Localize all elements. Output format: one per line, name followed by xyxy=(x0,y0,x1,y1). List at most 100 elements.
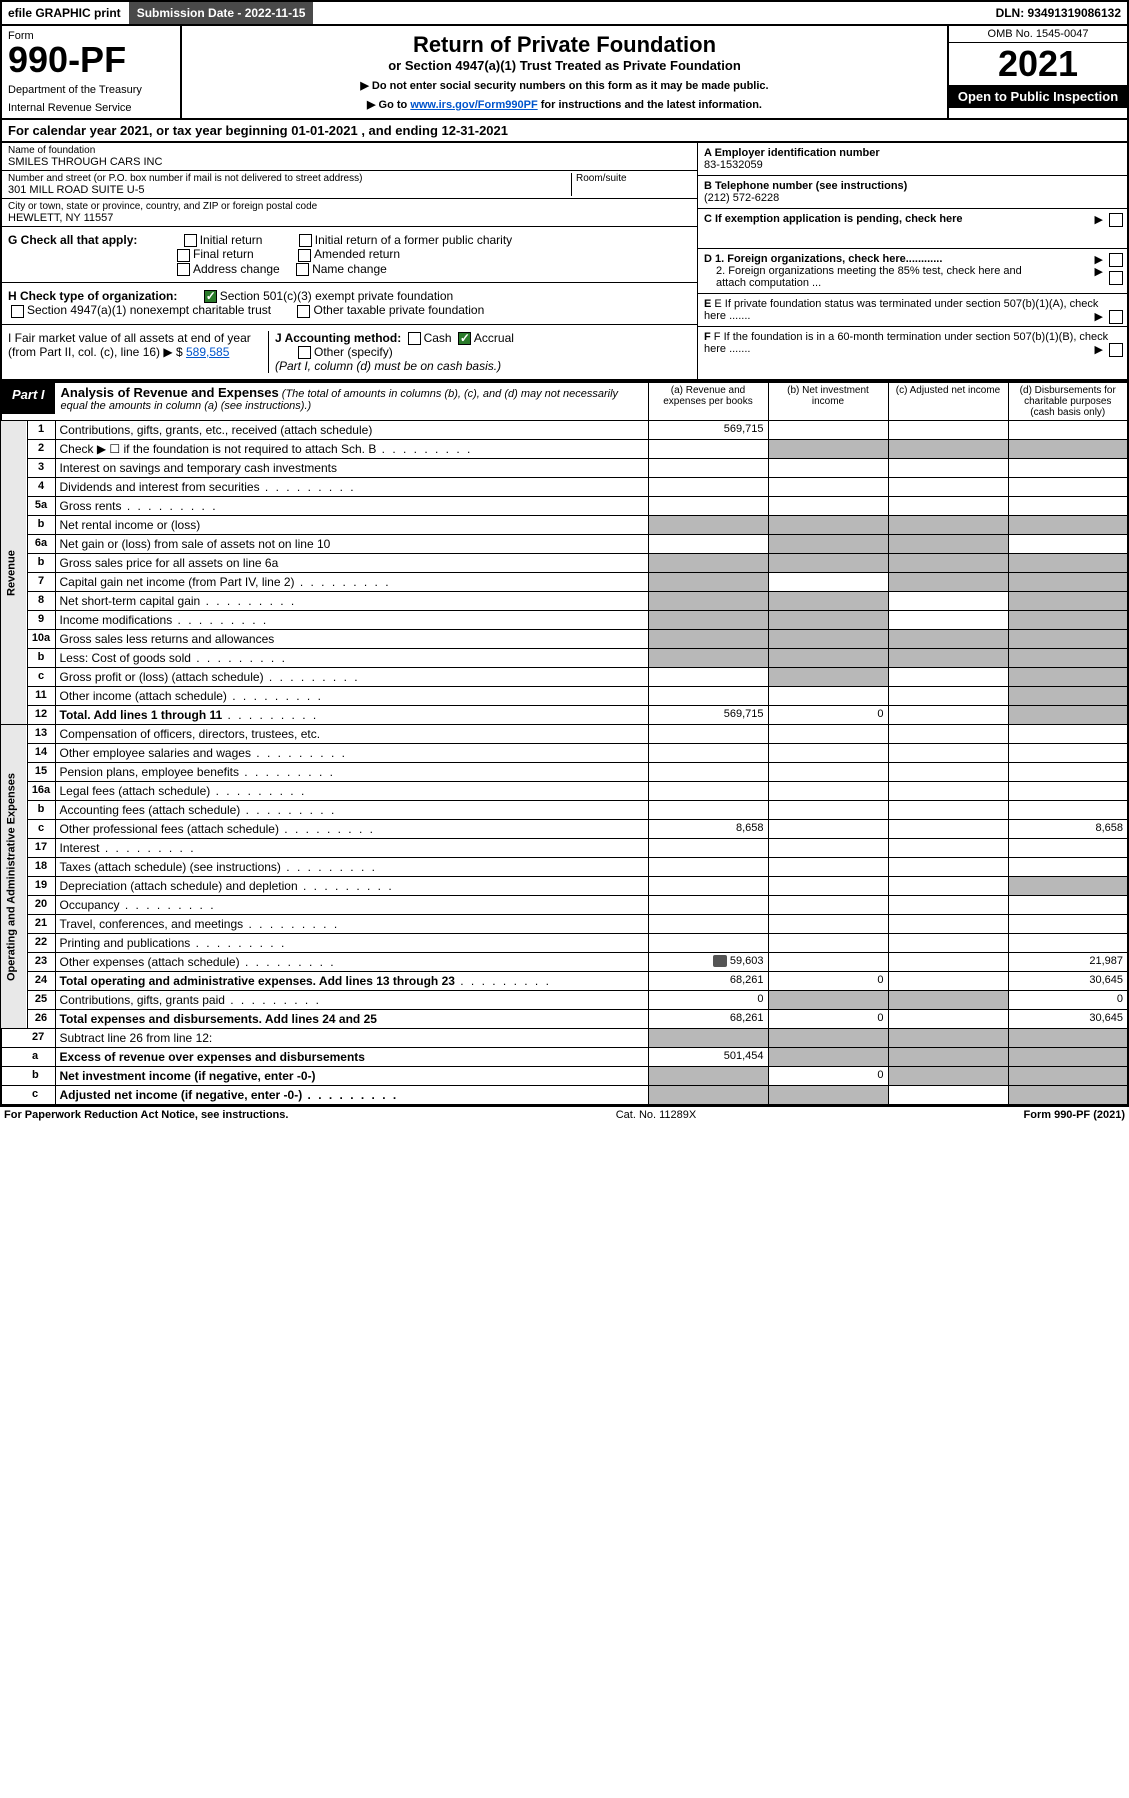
cell xyxy=(1008,877,1128,896)
cell xyxy=(888,839,1008,858)
accrual-cb[interactable] xyxy=(458,332,471,345)
submission-date: Submission Date - 2022-11-15 xyxy=(129,2,314,24)
line-desc: Pension plans, employee benefits xyxy=(55,763,648,782)
cell xyxy=(768,782,888,801)
f-cb[interactable] xyxy=(1109,343,1123,357)
cell xyxy=(768,535,888,554)
cell xyxy=(888,573,1008,592)
cell xyxy=(768,554,888,573)
cell xyxy=(648,858,768,877)
line-num: 13 xyxy=(27,725,55,744)
arrow-icon: ▶ xyxy=(1095,265,1103,278)
cell xyxy=(648,763,768,782)
line-num: 19 xyxy=(27,877,55,896)
cell xyxy=(888,991,1008,1010)
other-method-cb[interactable] xyxy=(298,346,311,359)
cell xyxy=(648,668,768,687)
address-change-cb[interactable] xyxy=(177,263,190,276)
d1-cb[interactable] xyxy=(1109,253,1123,267)
cell xyxy=(888,478,1008,497)
initial-former-cb[interactable] xyxy=(299,234,312,247)
cell xyxy=(888,535,1008,554)
table-row: bGross sales price for all assets on lin… xyxy=(1,554,1128,573)
cell xyxy=(888,1029,1008,1048)
cell xyxy=(648,877,768,896)
cell xyxy=(888,801,1008,820)
4947a1-cb[interactable] xyxy=(11,305,24,318)
cell xyxy=(1008,1029,1128,1048)
fmv-value[interactable]: 589,585 xyxy=(186,345,229,359)
cell: 0 xyxy=(768,1067,888,1086)
cell xyxy=(1008,592,1128,611)
line-desc: Gross sales price for all assets on line… xyxy=(55,554,648,573)
d2-cb[interactable] xyxy=(1109,271,1123,285)
cell xyxy=(768,725,888,744)
table-row: 4Dividends and interest from securities xyxy=(1,478,1128,497)
cash-cb[interactable] xyxy=(408,332,421,345)
cell xyxy=(768,801,888,820)
cell: 501,454 xyxy=(648,1048,768,1067)
cell xyxy=(768,668,888,687)
line-desc: Other employee salaries and wages xyxy=(55,744,648,763)
header-left: Form 990-PF Department of the Treasury I… xyxy=(2,26,182,118)
cell xyxy=(648,896,768,915)
line-num: 10a xyxy=(27,630,55,649)
table-row: Operating and Administrative Expenses13C… xyxy=(1,725,1128,744)
cell xyxy=(888,725,1008,744)
cell xyxy=(1008,516,1128,535)
line-num: b xyxy=(27,649,55,668)
cell xyxy=(1008,611,1128,630)
footer-catno: Cat. No. 11289X xyxy=(616,1109,697,1121)
line-num: 20 xyxy=(27,896,55,915)
cell xyxy=(648,725,768,744)
attachment-icon[interactable] xyxy=(713,955,727,967)
table-row: 2Check ▶ ☐ if the foundation is not requ… xyxy=(1,440,1128,459)
cell xyxy=(888,592,1008,611)
line-num: 12 xyxy=(27,706,55,725)
note-ssn: ▶ Do not enter social security numbers o… xyxy=(188,79,941,92)
line-desc: Occupancy xyxy=(55,896,648,915)
line-desc: Total operating and administrative expen… xyxy=(55,972,648,991)
cell xyxy=(1008,573,1128,592)
initial-return-cb[interactable] xyxy=(184,234,197,247)
cell xyxy=(648,440,768,459)
table-row: 5aGross rents xyxy=(1,497,1128,516)
dln: DLN: 93491319086132 xyxy=(990,4,1127,22)
line-desc: Total. Add lines 1 through 11 xyxy=(55,706,648,725)
tax-year: 2021 xyxy=(949,43,1127,85)
cell xyxy=(888,972,1008,991)
cell xyxy=(888,516,1008,535)
footer-left: For Paperwork Reduction Act Notice, see … xyxy=(4,1109,288,1121)
col-d: (d) Disbursements for charitable purpose… xyxy=(1008,382,1128,421)
col-a: (a) Revenue and expenses per books xyxy=(648,382,768,421)
cell xyxy=(888,820,1008,839)
cell xyxy=(1008,630,1128,649)
cell xyxy=(888,706,1008,725)
final-return-cb[interactable] xyxy=(177,249,190,262)
e-cb[interactable] xyxy=(1109,310,1123,324)
501c3-cb[interactable] xyxy=(204,290,217,303)
c-cb[interactable] xyxy=(1109,213,1123,227)
line-num: 23 xyxy=(27,953,55,972)
table-row: 18Taxes (attach schedule) (see instructi… xyxy=(1,858,1128,877)
line-num: 24 xyxy=(27,972,55,991)
cell xyxy=(648,1086,768,1106)
cell xyxy=(768,1029,888,1048)
g-check-row: G Check all that apply: Initial return I… xyxy=(2,227,697,283)
efile-label[interactable]: efile GRAPHIC print xyxy=(2,4,127,22)
name-change-cb[interactable] xyxy=(296,263,309,276)
form990pf-link[interactable]: www.irs.gov/Form990PF xyxy=(410,99,537,111)
part1-desc: Analysis of Revenue and Expenses (The to… xyxy=(55,383,648,414)
other-taxable-cb[interactable] xyxy=(297,305,310,318)
box-b: B Telephone number (see instructions) (2… xyxy=(698,176,1127,209)
table-row: bNet rental income or (loss) xyxy=(1,516,1128,535)
cell xyxy=(1008,915,1128,934)
table-row: 27 Subtract line 26 from line 12: xyxy=(1,1029,1128,1048)
cell xyxy=(648,1067,768,1086)
dept-irs: Internal Revenue Service xyxy=(8,102,174,114)
form-title: Return of Private Foundation xyxy=(188,32,941,58)
amended-return-cb[interactable] xyxy=(298,249,311,262)
table-row: a Excess of revenue over expenses and di… xyxy=(1,1048,1128,1067)
cell xyxy=(1008,421,1128,440)
table-row: 25Contributions, gifts, grants paid00 xyxy=(1,991,1128,1010)
